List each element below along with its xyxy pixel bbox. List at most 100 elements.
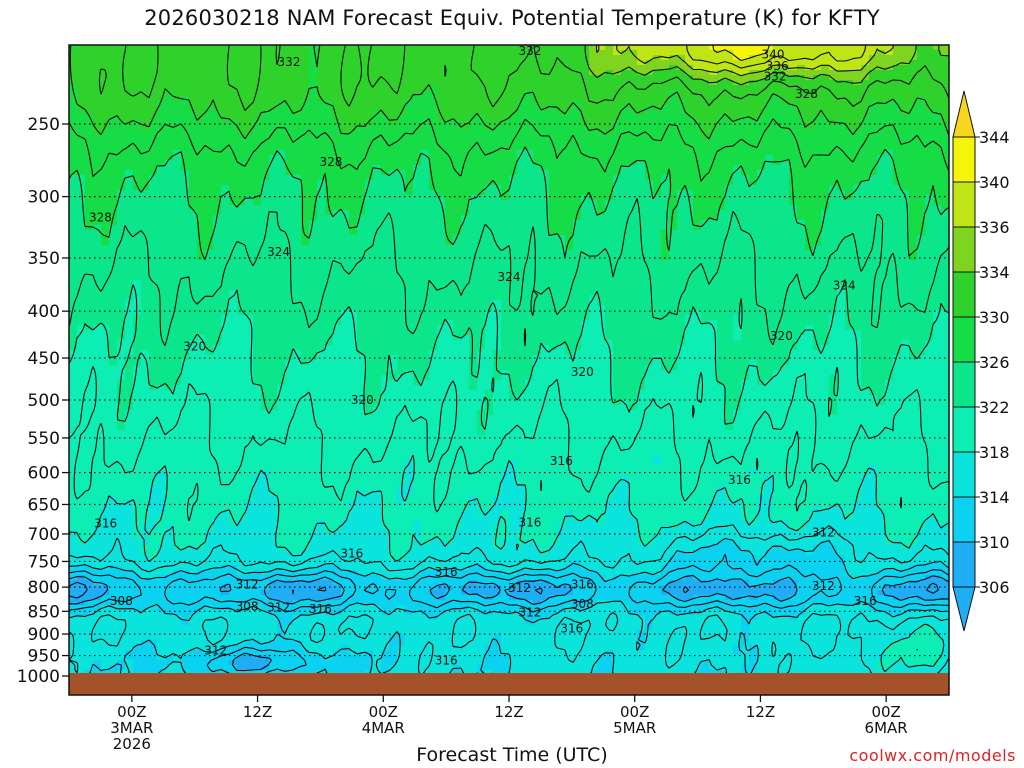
chart-title: 2026030218 NAM Forecast Equiv. Potential… (144, 6, 880, 30)
y-tick-label: 600 (28, 464, 60, 484)
colorbar-label: 314 (979, 488, 1010, 507)
colorbar-label: 336 (979, 218, 1010, 237)
contour-label: 320 (571, 365, 594, 379)
x-tick-label: 2026 (113, 735, 151, 753)
y-tick-label: 750 (28, 552, 60, 572)
contour-label: 308 (110, 594, 133, 608)
contour-336 (595, 45, 895, 77)
pressure-gridlines (69, 123, 949, 657)
x-tick-label: 12Z (746, 703, 775, 721)
y-tick-label: 550 (28, 429, 60, 449)
y-tick-label: 450 (28, 349, 60, 369)
y-tick-label: 850 (28, 602, 60, 622)
contour-308 (69, 581, 939, 599)
contour-label: 316 (435, 654, 458, 668)
contour-label: 316 (560, 622, 583, 636)
contour-label: 328 (319, 155, 342, 169)
contour-label: 312 (236, 578, 259, 592)
colorbar-swatch (953, 497, 975, 542)
colorbar: 306 310 314 318 322 326 330 334 336 340 344 (952, 90, 1010, 632)
contour-324 (69, 198, 949, 347)
contour-318 (69, 454, 949, 672)
colorbar-swatch (953, 137, 975, 182)
colorbar-swatch (953, 542, 975, 587)
contour-label: 320 (183, 339, 206, 353)
colorbar-swatch (953, 317, 975, 362)
contour-312 (69, 553, 949, 680)
contour-label: 316 (550, 454, 573, 468)
ground-strip (69, 673, 949, 695)
colorbar-swatch (953, 452, 975, 497)
contour-326 (69, 146, 949, 260)
contour-label: 324 (267, 245, 290, 259)
contour-lines (69, 45, 949, 695)
x-tick-label: 4MAR (362, 719, 405, 737)
x-tick-label: 00Z (369, 703, 398, 721)
contour-label: 308 (236, 600, 259, 614)
contour-label: 316 (571, 578, 594, 592)
colorbar-swatch (953, 272, 975, 317)
contour-label: 308 (571, 597, 594, 611)
colorbar-label: 330 (979, 308, 1010, 327)
y-tick-label: 350 (28, 249, 60, 269)
colorbar-label: 340 (979, 173, 1010, 192)
x-tick-label: 5MAR (613, 719, 656, 737)
y-tick-label: 650 (28, 495, 60, 515)
contour-340 (712, 45, 770, 61)
colorbar-high-arrow (952, 90, 976, 138)
x-axis-label: Forecast Time (UTC) (416, 744, 608, 766)
y-tick-label: 800 (28, 578, 60, 598)
y-tick-label: 700 (28, 525, 60, 545)
colorbar-label: 310 (979, 533, 1010, 552)
colorbar-label: 322 (979, 398, 1010, 417)
y-tick-label: 300 (28, 188, 60, 208)
colorbar-label: 306 (979, 578, 1010, 597)
colorbar-swatch (953, 362, 975, 407)
y-tick-label: 900 (28, 625, 60, 645)
contour-label: 324 (833, 278, 856, 292)
x-tick-label: 00Z (871, 703, 900, 721)
y-tick-label: 1000 (17, 667, 60, 687)
contour-320 (69, 366, 949, 651)
colorbar-low-arrow (952, 586, 976, 632)
color-bands (69, 45, 949, 695)
contour-label: 316 (309, 602, 332, 616)
y-tick-label: 250 (28, 115, 60, 135)
contour-label: 332 (764, 70, 787, 84)
contour-label: 328 (89, 210, 112, 224)
contour-label: 312 (204, 644, 227, 658)
contour-322 (69, 279, 949, 430)
colorbar-label: 344 (979, 128, 1010, 147)
colorbar-swatch (953, 182, 975, 227)
contour-label: 316 (854, 594, 877, 608)
contour-label: 316 (94, 517, 117, 531)
contour-label: 332 (278, 55, 301, 69)
contour-label: 312 (812, 579, 835, 593)
contour-316 (69, 524, 949, 691)
contour-330 (69, 45, 949, 140)
contour-label: 316 (340, 546, 363, 560)
contour-label: 316 (518, 515, 541, 529)
contour-label: 316 (728, 473, 751, 487)
contour-label: 332 (518, 44, 541, 58)
y-tick-label: 500 (28, 391, 60, 411)
contour-label: 340 (762, 48, 785, 62)
contour-338 (686, 45, 867, 69)
contour-label: 312 (518, 606, 541, 620)
x-tick-label: 12Z (243, 703, 272, 721)
x-tick-label: 12Z (494, 703, 523, 721)
contour-332 (98, 45, 949, 111)
contour-label: 312 (508, 581, 531, 595)
x-tick-label: 00Z (117, 703, 146, 721)
contour-label: 316 (435, 565, 458, 579)
colorbar-swatch (953, 227, 975, 272)
contour-label: 312 (267, 601, 290, 615)
y-tick-label: 950 (28, 647, 60, 667)
y-axis: 250 300 350 400 450 500 550 600 650 700 750 800 850 9… (17, 115, 69, 687)
x-tick-label: 00Z (620, 703, 649, 721)
colorbar-label: 326 (979, 353, 1010, 372)
contour-334 (584, 45, 949, 86)
